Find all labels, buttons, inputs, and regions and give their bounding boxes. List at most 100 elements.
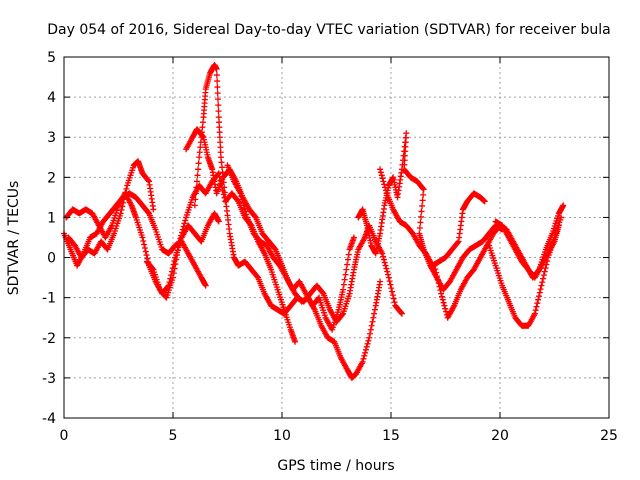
series-sat-e — [183, 126, 384, 381]
data-point — [381, 259, 388, 266]
data-point — [387, 281, 394, 288]
data-point — [117, 210, 124, 217]
data-point — [217, 144, 224, 151]
data-point — [217, 154, 224, 161]
data-point — [438, 290, 445, 297]
gridlines — [64, 57, 609, 418]
data-point — [143, 252, 150, 259]
data-point — [120, 199, 127, 206]
data-point — [123, 185, 130, 192]
data-point — [440, 299, 447, 306]
y-axis-label: SDTVAR / TECUs — [6, 181, 22, 296]
chart-title: Day 054 of 2016, Sidereal Day-to-day VTE… — [47, 22, 610, 38]
data-point — [368, 322, 375, 329]
data-point — [178, 229, 185, 236]
data-point — [319, 289, 326, 296]
data-point — [537, 286, 544, 293]
data-points — [61, 62, 567, 381]
data-point — [119, 203, 126, 210]
data-point — [192, 190, 199, 197]
data-point — [391, 299, 398, 306]
data-point — [532, 307, 539, 314]
data-point — [173, 256, 180, 263]
data-point — [216, 119, 223, 126]
data-point — [193, 178, 200, 185]
data-point — [195, 160, 202, 167]
data-point — [343, 266, 350, 273]
data-point — [199, 119, 206, 126]
data-point — [220, 179, 227, 186]
series-sat-l — [492, 218, 562, 281]
data-point — [141, 245, 148, 252]
data-point — [419, 197, 426, 204]
series-sat-f — [191, 62, 405, 325]
data-point — [193, 184, 200, 191]
data-point — [181, 220, 188, 227]
data-point — [417, 213, 424, 220]
data-point — [398, 309, 405, 316]
data-point — [420, 186, 427, 193]
data-point — [366, 334, 373, 341]
x-tick-label: 15 — [382, 428, 400, 444]
data-point — [539, 279, 546, 286]
data-point — [174, 252, 181, 259]
data-point — [178, 232, 185, 239]
data-point — [118, 206, 125, 213]
data-point — [215, 108, 222, 115]
data-point — [379, 175, 386, 182]
data-point — [239, 196, 246, 203]
data-point — [364, 340, 371, 347]
data-point — [217, 139, 224, 146]
data-point — [170, 274, 176, 281]
data-point — [213, 66, 220, 73]
data-point — [534, 300, 541, 307]
data-point — [340, 281, 347, 288]
data-point — [431, 262, 438, 269]
data-point — [436, 283, 443, 290]
data-point — [535, 296, 542, 303]
data-point — [363, 343, 370, 350]
data-point — [367, 326, 374, 333]
data-point — [221, 184, 228, 191]
data-point — [454, 239, 461, 246]
data-point — [215, 170, 222, 177]
data-point — [541, 268, 548, 275]
data-point — [214, 96, 221, 103]
data-point — [179, 226, 186, 233]
data-point — [442, 305, 449, 312]
data-point — [196, 154, 203, 161]
data-point — [369, 318, 376, 325]
data-point — [432, 266, 439, 273]
data-point — [377, 278, 384, 285]
data-point — [197, 144, 204, 151]
data-point — [377, 166, 384, 173]
data-point — [380, 178, 387, 185]
data-point — [371, 310, 378, 317]
data-point — [344, 256, 351, 263]
data-point — [419, 185, 426, 192]
data-point — [345, 251, 352, 258]
data-point — [382, 262, 389, 269]
data-point — [214, 84, 221, 91]
data-point — [145, 177, 152, 184]
data-point — [121, 192, 128, 199]
data-point — [362, 349, 369, 356]
data-point — [384, 268, 391, 275]
data-point — [149, 265, 156, 272]
data-point — [180, 223, 187, 230]
data-point — [140, 238, 147, 245]
data-point — [365, 337, 372, 344]
data-point — [219, 164, 226, 171]
data-point — [433, 269, 440, 276]
data-point — [381, 181, 388, 188]
data-point — [171, 265, 178, 272]
data-point — [142, 248, 149, 255]
data-point — [390, 295, 397, 302]
x-tick-label: 10 — [273, 428, 291, 444]
data-point — [292, 338, 299, 345]
x-tick-label: 5 — [169, 428, 178, 444]
data-point — [540, 275, 547, 282]
y-tick-label: 4 — [47, 90, 56, 106]
data-point — [438, 293, 445, 300]
